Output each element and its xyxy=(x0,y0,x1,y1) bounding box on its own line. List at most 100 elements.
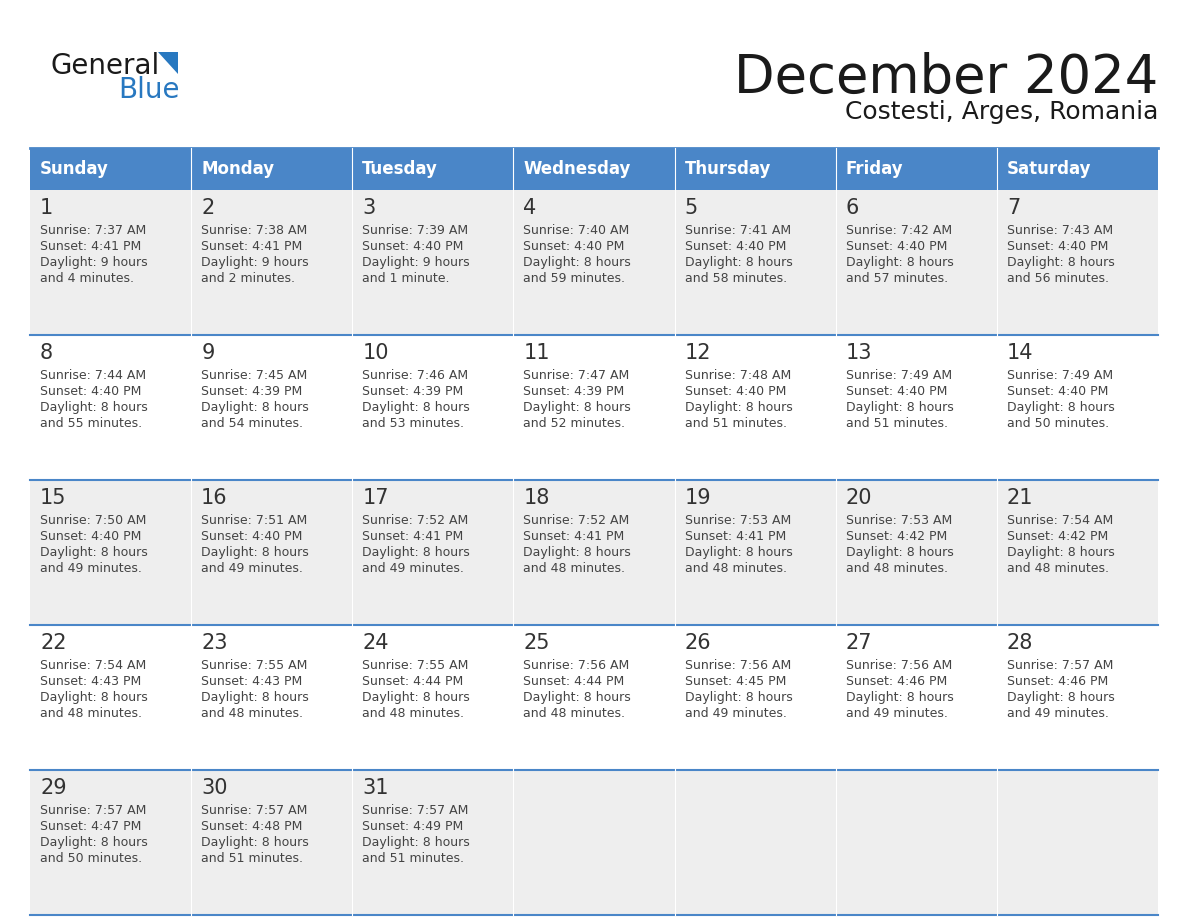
Polygon shape xyxy=(158,52,178,74)
Text: Sunset: 4:46 PM: Sunset: 4:46 PM xyxy=(846,675,947,688)
Text: Sunrise: 7:52 AM: Sunrise: 7:52 AM xyxy=(362,514,468,527)
Text: Saturday: Saturday xyxy=(1007,160,1092,178)
Bar xyxy=(513,480,675,625)
Text: Sunrise: 7:43 AM: Sunrise: 7:43 AM xyxy=(1007,224,1113,237)
Text: Daylight: 8 hours: Daylight: 8 hours xyxy=(362,836,470,849)
Text: Sunset: 4:40 PM: Sunset: 4:40 PM xyxy=(40,385,141,398)
Text: Sunset: 4:46 PM: Sunset: 4:46 PM xyxy=(1007,675,1108,688)
Text: and 51 minutes.: and 51 minutes. xyxy=(684,417,786,430)
Text: Sunrise: 7:39 AM: Sunrise: 7:39 AM xyxy=(362,224,468,237)
Text: Sunrise: 7:56 AM: Sunrise: 7:56 AM xyxy=(524,659,630,672)
Text: Monday: Monday xyxy=(201,160,274,178)
Text: 5: 5 xyxy=(684,198,697,218)
Text: Daylight: 8 hours: Daylight: 8 hours xyxy=(201,401,309,414)
Text: and 57 minutes.: and 57 minutes. xyxy=(846,272,948,285)
Text: December 2024: December 2024 xyxy=(734,52,1158,104)
Text: Sunset: 4:40 PM: Sunset: 4:40 PM xyxy=(684,385,786,398)
Text: Tuesday: Tuesday xyxy=(362,160,438,178)
Bar xyxy=(997,625,1158,770)
Text: and 50 minutes.: and 50 minutes. xyxy=(1007,417,1108,430)
Text: and 59 minutes.: and 59 minutes. xyxy=(524,272,625,285)
Text: Friday: Friday xyxy=(846,160,903,178)
Bar xyxy=(675,148,835,190)
Text: 24: 24 xyxy=(362,633,388,653)
Text: Daylight: 8 hours: Daylight: 8 hours xyxy=(362,691,470,704)
Text: Sunset: 4:40 PM: Sunset: 4:40 PM xyxy=(524,240,625,253)
Text: Sunset: 4:41 PM: Sunset: 4:41 PM xyxy=(40,240,141,253)
Text: Sunrise: 7:38 AM: Sunrise: 7:38 AM xyxy=(201,224,308,237)
Text: Daylight: 8 hours: Daylight: 8 hours xyxy=(684,401,792,414)
Text: General: General xyxy=(50,52,159,80)
Text: Sunrise: 7:48 AM: Sunrise: 7:48 AM xyxy=(684,369,791,382)
Text: Sunrise: 7:42 AM: Sunrise: 7:42 AM xyxy=(846,224,952,237)
Text: Daylight: 8 hours: Daylight: 8 hours xyxy=(846,546,954,559)
Text: and 48 minutes.: and 48 minutes. xyxy=(684,562,786,575)
Text: Sunrise: 7:57 AM: Sunrise: 7:57 AM xyxy=(362,804,468,817)
Text: and 51 minutes.: and 51 minutes. xyxy=(846,417,948,430)
Text: Sunset: 4:40 PM: Sunset: 4:40 PM xyxy=(362,240,463,253)
Text: Costesti, Arges, Romania: Costesti, Arges, Romania xyxy=(845,100,1158,124)
Bar xyxy=(191,190,353,335)
Text: Sunset: 4:42 PM: Sunset: 4:42 PM xyxy=(846,530,947,543)
Bar xyxy=(997,148,1158,190)
Bar xyxy=(997,335,1158,480)
Bar xyxy=(675,770,835,915)
Text: Daylight: 8 hours: Daylight: 8 hours xyxy=(40,691,147,704)
Text: Daylight: 8 hours: Daylight: 8 hours xyxy=(40,401,147,414)
Text: Sunrise: 7:54 AM: Sunrise: 7:54 AM xyxy=(1007,514,1113,527)
Text: Sunday: Sunday xyxy=(40,160,109,178)
Bar xyxy=(835,770,997,915)
Text: Daylight: 8 hours: Daylight: 8 hours xyxy=(524,401,631,414)
Text: Daylight: 8 hours: Daylight: 8 hours xyxy=(201,691,309,704)
Bar xyxy=(513,335,675,480)
Text: Sunset: 4:40 PM: Sunset: 4:40 PM xyxy=(684,240,786,253)
Text: Sunrise: 7:56 AM: Sunrise: 7:56 AM xyxy=(846,659,952,672)
Text: Sunset: 4:49 PM: Sunset: 4:49 PM xyxy=(362,820,463,833)
Text: Sunset: 4:44 PM: Sunset: 4:44 PM xyxy=(362,675,463,688)
Text: Sunrise: 7:44 AM: Sunrise: 7:44 AM xyxy=(40,369,146,382)
Text: Daylight: 8 hours: Daylight: 8 hours xyxy=(846,256,954,269)
Text: Daylight: 8 hours: Daylight: 8 hours xyxy=(362,401,470,414)
Text: 3: 3 xyxy=(362,198,375,218)
Text: Daylight: 8 hours: Daylight: 8 hours xyxy=(524,691,631,704)
Text: 27: 27 xyxy=(846,633,872,653)
Text: 7: 7 xyxy=(1007,198,1020,218)
Text: and 1 minute.: and 1 minute. xyxy=(362,272,450,285)
Text: Sunrise: 7:49 AM: Sunrise: 7:49 AM xyxy=(846,369,952,382)
Text: Sunset: 4:39 PM: Sunset: 4:39 PM xyxy=(362,385,463,398)
Text: 20: 20 xyxy=(846,488,872,508)
Text: Daylight: 8 hours: Daylight: 8 hours xyxy=(40,836,147,849)
Text: 29: 29 xyxy=(40,778,67,798)
Text: Sunrise: 7:50 AM: Sunrise: 7:50 AM xyxy=(40,514,146,527)
Bar xyxy=(835,190,997,335)
Text: Daylight: 8 hours: Daylight: 8 hours xyxy=(684,691,792,704)
Text: Sunset: 4:44 PM: Sunset: 4:44 PM xyxy=(524,675,625,688)
Text: and 48 minutes.: and 48 minutes. xyxy=(524,707,625,720)
Text: 23: 23 xyxy=(201,633,228,653)
Bar xyxy=(513,148,675,190)
Text: Sunset: 4:43 PM: Sunset: 4:43 PM xyxy=(201,675,303,688)
Text: Daylight: 8 hours: Daylight: 8 hours xyxy=(1007,401,1114,414)
Text: and 2 minutes.: and 2 minutes. xyxy=(201,272,295,285)
Text: 9: 9 xyxy=(201,343,215,363)
Text: Daylight: 8 hours: Daylight: 8 hours xyxy=(524,256,631,269)
Text: Sunset: 4:40 PM: Sunset: 4:40 PM xyxy=(846,240,947,253)
Text: and 51 minutes.: and 51 minutes. xyxy=(362,852,465,865)
Text: Thursday: Thursday xyxy=(684,160,771,178)
Text: Sunrise: 7:57 AM: Sunrise: 7:57 AM xyxy=(40,804,146,817)
Bar xyxy=(191,480,353,625)
Bar xyxy=(353,190,513,335)
Text: 28: 28 xyxy=(1007,633,1034,653)
Text: Daylight: 8 hours: Daylight: 8 hours xyxy=(201,546,309,559)
Bar xyxy=(675,190,835,335)
Text: and 49 minutes.: and 49 minutes. xyxy=(1007,707,1108,720)
Text: and 4 minutes.: and 4 minutes. xyxy=(40,272,134,285)
Text: and 48 minutes.: and 48 minutes. xyxy=(362,707,465,720)
Bar xyxy=(835,148,997,190)
Bar xyxy=(675,625,835,770)
Text: Sunrise: 7:54 AM: Sunrise: 7:54 AM xyxy=(40,659,146,672)
Bar xyxy=(30,335,191,480)
Text: 12: 12 xyxy=(684,343,712,363)
Text: and 48 minutes.: and 48 minutes. xyxy=(1007,562,1108,575)
Text: and 49 minutes.: and 49 minutes. xyxy=(362,562,465,575)
